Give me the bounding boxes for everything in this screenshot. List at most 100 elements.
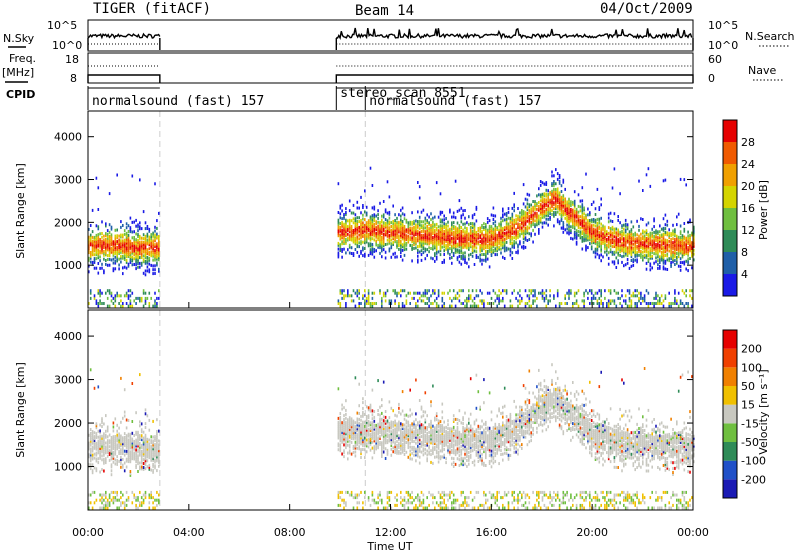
power-colorbar-swatch [723, 164, 737, 186]
range-cell [525, 205, 527, 208]
range-cell [642, 218, 644, 221]
ground-cell [372, 292, 374, 295]
ground-cell [519, 289, 521, 292]
range-cell [553, 188, 555, 191]
range-cell [561, 196, 563, 199]
range-cell [591, 245, 593, 248]
ground-cell [357, 496, 359, 499]
range-cell [600, 259, 602, 262]
range-cell [353, 445, 355, 448]
range-cell [94, 435, 96, 438]
ground-cell [638, 297, 640, 300]
ground-cell [345, 294, 347, 297]
ground-cell [459, 289, 461, 292]
range-cell [529, 215, 531, 218]
ground-cell [670, 302, 672, 305]
ground-cell [640, 297, 642, 300]
range-cell [116, 443, 118, 446]
range-cell [651, 255, 653, 258]
ground-cell [406, 294, 408, 297]
ground-cell [466, 302, 468, 305]
ground-cell [453, 289, 455, 292]
range-cell [640, 237, 642, 240]
ground-cell [674, 297, 676, 300]
ground-cell [423, 292, 425, 295]
range-cell [502, 219, 504, 222]
range-cell [547, 218, 549, 221]
ground-cell [122, 302, 124, 305]
range-cell [672, 251, 674, 254]
range-cell [158, 430, 160, 433]
range-cell [687, 258, 689, 261]
ground-cell [629, 289, 631, 292]
range-cell [391, 239, 393, 242]
range-cell [610, 219, 612, 222]
range-cell [432, 257, 434, 260]
range-cell [105, 457, 107, 460]
ground-cell [438, 294, 440, 297]
range-cell [457, 256, 459, 259]
ground-cell [547, 302, 549, 305]
noise-cell [116, 174, 118, 177]
range-cell [389, 226, 391, 229]
range-cell [455, 226, 457, 229]
range-cell [517, 244, 519, 247]
ground-cell [101, 507, 103, 510]
range-cell [436, 227, 438, 230]
range-cell [96, 452, 98, 455]
ground-cell [684, 292, 686, 295]
range-cell [358, 226, 360, 229]
range-cell [428, 221, 430, 224]
range-cell [519, 240, 521, 243]
range-cell [383, 248, 385, 251]
range-cell [470, 222, 472, 225]
ground-cell [355, 305, 357, 308]
ground-cell [593, 294, 595, 297]
range-cell [149, 429, 151, 432]
range-cell [139, 256, 141, 259]
ground-cell [483, 302, 485, 305]
ground-cell [357, 501, 359, 504]
range-cell [534, 223, 536, 226]
noise-cell [94, 387, 96, 390]
ground-cell [519, 294, 521, 297]
ground-cell [368, 499, 370, 502]
noise-cell [642, 189, 644, 192]
range-cell [478, 233, 480, 236]
ground-cell [515, 297, 517, 300]
range-cell [132, 256, 134, 259]
freq-label: Freq. [9, 52, 36, 65]
range-cell [599, 254, 601, 257]
ground-cell [98, 305, 100, 308]
ground-cell [105, 507, 107, 510]
range-cell [538, 215, 540, 218]
range-cell [438, 229, 440, 232]
range-cell [362, 401, 364, 404]
range-cell [445, 223, 447, 226]
ground-cell [103, 499, 105, 502]
range-cell [379, 221, 381, 224]
range-cell [158, 268, 160, 271]
ground-cell [351, 494, 353, 497]
ground-cell [139, 504, 141, 507]
range-cell [563, 194, 565, 197]
range-cell [345, 238, 347, 241]
ground-cell [602, 302, 604, 305]
ground-cell [555, 305, 557, 308]
range-cell [462, 213, 464, 216]
ground-cell [574, 302, 576, 305]
range-cell [375, 240, 377, 243]
range-cell [674, 259, 676, 262]
range-cell [523, 210, 525, 213]
ground-cell [436, 302, 438, 305]
ground-cell [674, 302, 676, 305]
ground-cell [447, 292, 449, 295]
range-cell [481, 238, 483, 241]
range-cell [513, 236, 515, 239]
range-cell [368, 254, 370, 257]
ground-cell [149, 507, 151, 510]
range-cell [135, 464, 137, 467]
range-cell [338, 252, 340, 255]
ground-cell [340, 504, 342, 507]
range-cell [599, 225, 601, 228]
